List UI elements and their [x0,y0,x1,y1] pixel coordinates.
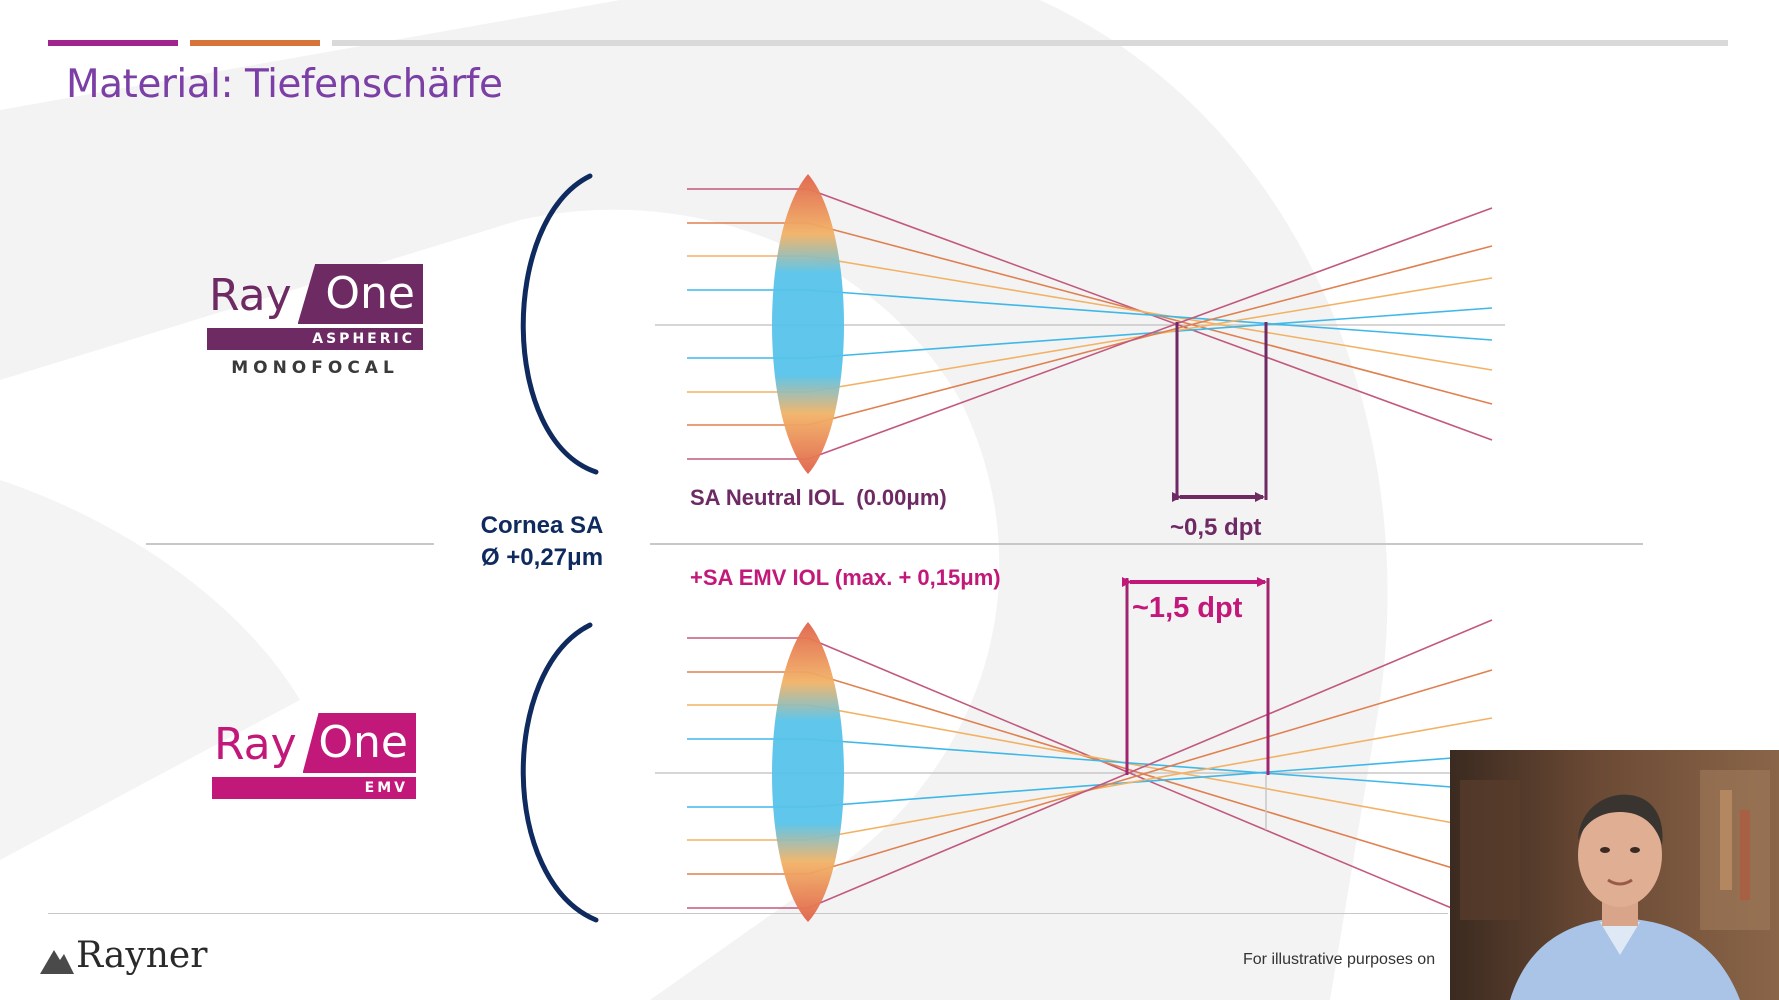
accent-bar-purple [48,40,178,46]
logo-one-box: One [302,713,416,773]
accent-bar-orange [190,40,320,46]
range-label-top: ~0,5 dpt [1170,514,1262,541]
lens-bottom [772,622,844,922]
rays-top [687,188,1493,460]
logo-one-text: One [318,717,408,768]
neutral-iol-label: SA Neutral IOL (0.00μm) [690,485,947,510]
logo-ray-text: Ray [214,719,297,770]
cornea-bracket-top [520,173,599,475]
section-divider-right [650,543,1643,545]
cornea-sa-line2: Ø +0,27μm [480,544,604,571]
cornea-sa-label: Cornea SA Ø +0,27μm [434,500,650,586]
logo-one-text: One [325,268,415,319]
rayner-mountain-icon [40,950,74,974]
accent-bar-grey [332,40,1728,46]
range-label-bottom: ~1,5 dpt [1132,592,1243,624]
section-divider-left [146,543,434,545]
emv-iol-label: +SA EMV IOL (max. + 0,15μm) [690,565,1001,590]
cornea-sa-line1: Cornea SA [480,512,604,539]
rayone-aspheric-logo: Ray One ASPHERIC MONOFOCAL [207,264,423,378]
speaker-video[interactable] [1450,750,1779,1000]
lens-top [772,174,844,474]
logo-one-box: One [297,264,423,324]
slide-title: Material: Tiefenschärfe [66,62,503,107]
logo-emv-bar: EMV [212,777,416,799]
logo-monofocal-caption: MONOFOCAL [231,358,399,378]
rayone-emv-logo: Ray One EMV [212,713,416,799]
footer-divider [48,913,1448,914]
rayner-brand-text: Rayner [76,935,208,976]
speaker-webcam-icon [1450,750,1779,1000]
rayner-logo: Rayner [40,938,207,974]
rays-bottom [687,619,1493,926]
cornea-bracket-bottom [520,622,599,923]
logo-emv-text: EMV [364,780,408,796]
logo-ray-text: Ray [209,270,292,321]
logo-aspheric-text: ASPHERIC [312,331,415,347]
illustrative-note: For illustrative purposes on [1243,951,1436,968]
logo-aspheric-bar: ASPHERIC [207,328,423,350]
